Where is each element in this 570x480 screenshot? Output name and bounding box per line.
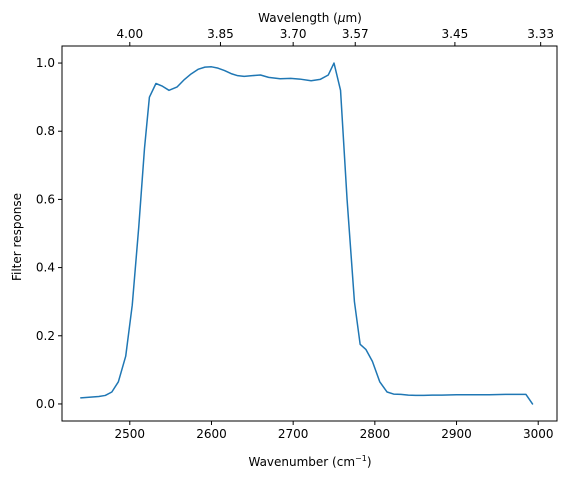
y-tick-label-0.4: 0.4 <box>36 261 55 275</box>
x-axis-label-superscript: −1 <box>355 454 367 463</box>
x-tick-label-2800: 2800 <box>360 427 391 441</box>
top-tick-label-3.85: 3.85 <box>207 27 234 41</box>
x-axis-label: Wavenumber (cm−1) <box>248 454 371 469</box>
y-tick-label-0.8: 0.8 <box>36 124 55 138</box>
top-tick-label-3.57: 3.57 <box>342 27 369 41</box>
series-line-0 <box>80 62 534 405</box>
y-tick-label-1.0: 1.0 <box>36 56 55 70</box>
x-tick-label-3000: 3000 <box>523 427 554 441</box>
axes-frame <box>61 45 558 422</box>
top-tick-label-3.70: 3.70 <box>280 27 307 41</box>
y-axis-label: Filter response <box>10 193 24 281</box>
y-tick-label-0.2: 0.2 <box>36 329 55 343</box>
top-tick-label-3.33: 3.33 <box>527 27 554 41</box>
plot-area: 2500 2600 2700 2800 2900 3000 0.0 0.2 0.4 0.6 0.8 1… <box>36 27 558 441</box>
top-tick-label-3.45: 3.45 <box>442 27 469 41</box>
y-tick-label-0.0: 0.0 <box>36 397 55 411</box>
x-tick-label-2700: 2700 <box>278 427 309 441</box>
x-tick-label-2900: 2900 <box>441 427 472 441</box>
top-axis-label-mu: μ <box>337 11 346 25</box>
x-tick-label-2500: 2500 <box>115 427 146 441</box>
x-axis-label-close: ) <box>367 455 372 469</box>
x-tick-label-2600: 2600 <box>196 427 227 441</box>
top-tick-label-4.00: 4.00 <box>116 27 143 41</box>
top-axis-label: Wavelength (μm) <box>258 11 362 25</box>
y-tick-label-0.6: 0.6 <box>36 192 55 206</box>
